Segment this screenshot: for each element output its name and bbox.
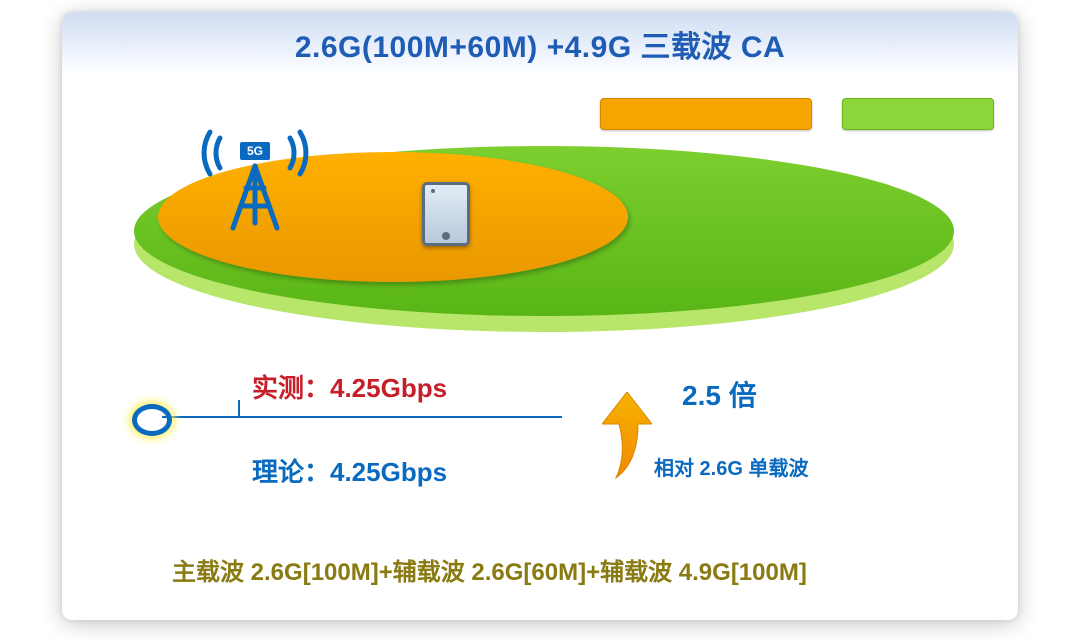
theory-label: 理论：4.25Gbps: [252, 452, 447, 489]
up-arrow-icon: [602, 392, 652, 482]
footer-config: 主载波 2.6G[100M]+辅载波 2.6G[60M]+辅载波 4.9G[10…: [172, 552, 807, 587]
phone-icon: [422, 182, 470, 246]
legend-orange: [600, 98, 812, 130]
gain-reference: 相对 2.6G 单载波: [654, 452, 808, 481]
gain-value: 2.5 倍: [682, 374, 757, 414]
tower-5g-icon: 5G: [200, 128, 310, 238]
page-title: 2.6G(100M+60M) +4.9G 三载波 CA: [295, 22, 785, 66]
legend-green: [842, 98, 994, 130]
info-card: 2.6G(100M+60M) +4.9G 三载波 CA 5G: [62, 12, 1018, 620]
measure-vtick: [238, 400, 240, 416]
card-header: 2.6G(100M+60M) +4.9G 三载波 CA: [62, 12, 1018, 76]
ring-marker-icon: [132, 404, 172, 436]
tower-badge-label: 5G: [247, 144, 263, 158]
measure-hline: [162, 416, 562, 418]
measured-label: 实测：4.25Gbps: [252, 368, 447, 405]
